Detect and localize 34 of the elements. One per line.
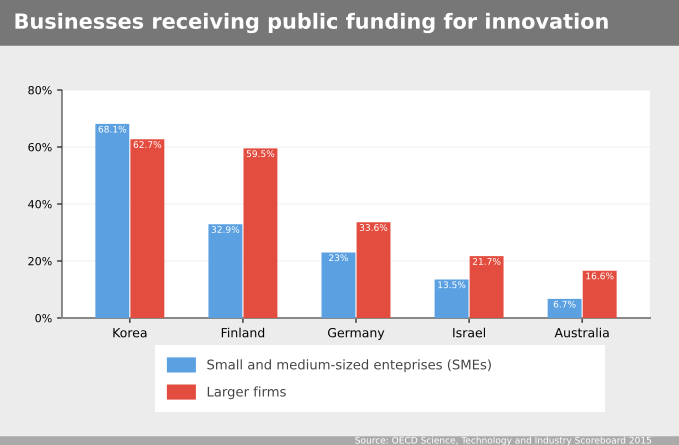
x-tick-label: Israel — [453, 328, 485, 338]
bar — [243, 148, 278, 318]
bar — [434, 280, 469, 318]
data-label: 16.6% — [586, 272, 614, 280]
bar — [548, 298, 582, 318]
chart-title: Businesses receiving public funding for innovation — [15, 12, 608, 34]
data-label: 13.5% — [438, 281, 466, 288]
data-label: 62.7% — [134, 141, 162, 148]
x-tick-label: Korea — [113, 328, 146, 338]
bar — [208, 224, 242, 318]
data-label: 6.7% — [554, 300, 576, 308]
data-label: 68.1% — [98, 126, 126, 133]
data-label: 32.9% — [212, 226, 240, 233]
y-tick-label: 60% — [28, 142, 52, 152]
data-label: 33.6% — [360, 224, 388, 231]
bar — [130, 139, 164, 318]
data-label: 59.5% — [246, 150, 274, 158]
x-tick-label: Finland — [222, 328, 264, 338]
bar — [356, 222, 390, 318]
x-tick-label: Germany — [328, 328, 384, 340]
legend-label: Larger firms — [208, 386, 286, 400]
data-label: 21.7% — [472, 258, 500, 265]
bar — [322, 252, 356, 318]
bar — [582, 270, 617, 318]
y-tick-label: 20% — [28, 256, 52, 266]
y-tick-label: 0% — [35, 314, 52, 322]
data-label: 23% — [329, 254, 348, 262]
bar — [95, 124, 130, 318]
bar — [470, 256, 504, 318]
legend-label: Small and medium-sized enteprises (SMEs) — [207, 359, 491, 372]
y-tick-label: 80% — [28, 86, 52, 94]
y-tick-label: 40% — [28, 200, 52, 208]
source-note: Source: OECD Science, Technology and Industry Scoreboard 2015 — [355, 436, 652, 445]
x-tick-label: Australia — [554, 328, 609, 338]
